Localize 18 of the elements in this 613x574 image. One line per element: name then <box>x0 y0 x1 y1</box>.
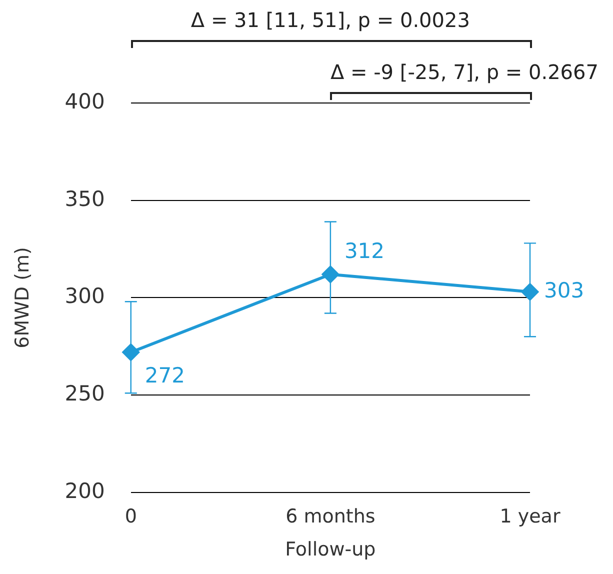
data-label: 303 <box>544 278 584 302</box>
data-label: 312 <box>344 238 385 263</box>
y-tick-label: 300 <box>64 284 105 308</box>
x-tick-label: 0 <box>124 506 137 528</box>
y-tick-label: 200 <box>64 478 105 503</box>
data-label: 272 <box>144 364 185 388</box>
y-axis-title: 6MWD (m) <box>11 247 34 348</box>
point <box>522 283 538 300</box>
point <box>122 344 140 361</box>
x-tick-label: 6 months <box>286 506 376 528</box>
text: Δ = -9 [-25, 7], p = 0.2667 <box>330 60 598 84</box>
y-tick-label: 350 <box>64 186 105 211</box>
text: Δ = 31 [11, 51], p = 0.0023 <box>190 8 471 32</box>
x-tick-label: 1 year <box>500 506 560 528</box>
y-tick-label: 250 <box>64 382 105 406</box>
y-tick-label: 400 <box>64 89 105 114</box>
point <box>322 266 339 283</box>
x-axis-title: Follow-up <box>285 538 376 561</box>
